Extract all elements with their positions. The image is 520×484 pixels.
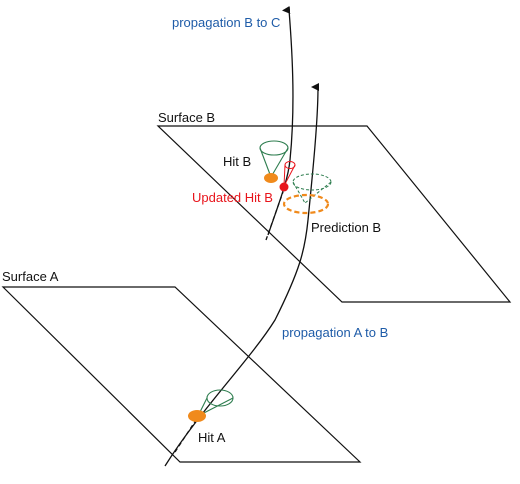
hit-a-marker bbox=[188, 410, 206, 422]
track-a-to-b bbox=[164, 219, 309, 467]
label-propagation-b-to-c: propagation B to C bbox=[172, 15, 280, 30]
track-b-to-c bbox=[267, 5, 294, 236]
track-a-dashed-below-surface-a bbox=[174, 419, 197, 453]
label-surface-a: Surface A bbox=[2, 269, 59, 284]
updated-hit-b-cone bbox=[283, 161, 296, 187]
prediction-b-cone bbox=[292, 173, 332, 204]
surface-b-plane bbox=[156, 125, 512, 303]
label-propagation-a-to-b: propagation A to B bbox=[282, 325, 388, 340]
label-prediction-b: Prediction B bbox=[311, 220, 381, 235]
track-b-dashed-below-surface-b bbox=[265, 191, 284, 241]
hit-b-cone bbox=[259, 140, 289, 178]
label-surface-b: Surface B bbox=[158, 110, 215, 125]
hit-b-marker bbox=[264, 173, 278, 183]
label-updated-hit-b: Updated Hit B bbox=[192, 190, 273, 205]
prediction-b-ellipse bbox=[282, 193, 330, 215]
surface-a-plane bbox=[1, 286, 362, 463]
track-a-to-b-upper bbox=[307, 83, 320, 221]
label-hit-a: Hit A bbox=[198, 430, 226, 445]
updated-hit-b-marker bbox=[279, 182, 289, 192]
label-hit-b: Hit B bbox=[223, 154, 251, 169]
